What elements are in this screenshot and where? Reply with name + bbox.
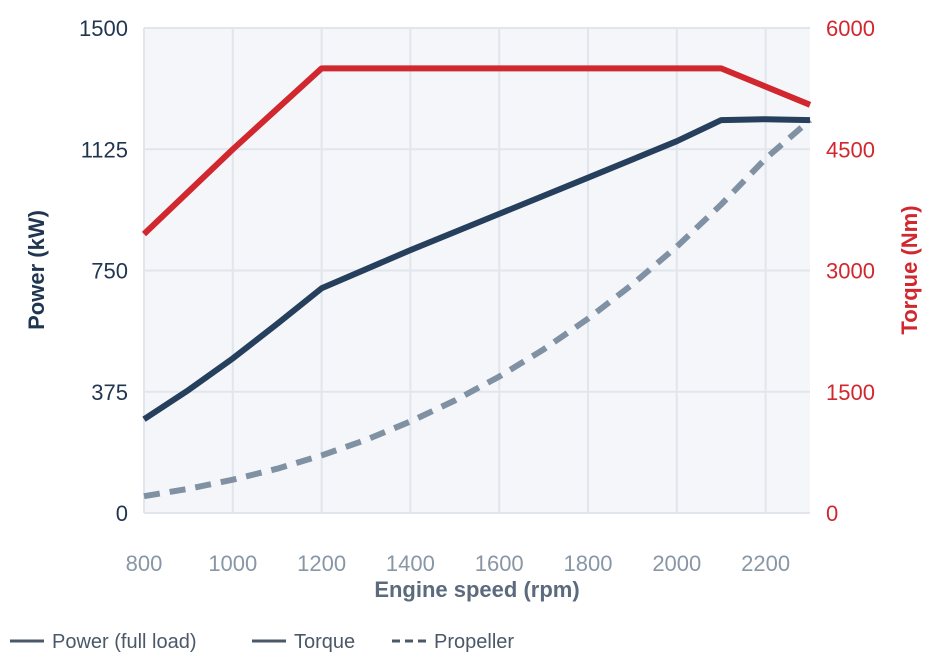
right-y-tick-label: 3000 xyxy=(826,259,875,284)
legend-label: Propeller xyxy=(434,631,514,653)
legend: Power (full load) Torque Propeller xyxy=(10,631,514,653)
left-axis-title: Power (kW) xyxy=(24,210,49,330)
right-axis-title: Torque (Nm) xyxy=(897,205,922,334)
right-y-tick-label: 0 xyxy=(826,501,838,526)
left-y-tick-label: 750 xyxy=(91,259,128,284)
legend-label: Torque xyxy=(294,631,355,653)
x-tick-label: 1200 xyxy=(297,551,346,576)
series-line-propeller xyxy=(143,117,812,500)
series-line-torque xyxy=(141,65,812,237)
right-y-tick-label: 1500 xyxy=(826,380,875,405)
right-y-tick-label: 6000 xyxy=(826,16,875,41)
x-tick-label: 2200 xyxy=(741,551,790,576)
right-y-tick-label: 4500 xyxy=(826,137,875,162)
series-line-power-full-load xyxy=(142,116,811,422)
x-tick-label: 1800 xyxy=(564,551,613,576)
x-tick-label: 1000 xyxy=(208,551,257,576)
x-tick-label: 1600 xyxy=(475,551,524,576)
tick-labels: 0 375 750 1125 1500 0 1500 3000 4500 6000 800 1000 1… xyxy=(79,16,875,576)
x-tick-label: 2000 xyxy=(652,551,701,576)
left-y-tick-label: 1500 xyxy=(79,16,128,41)
left-y-tick-label: 1125 xyxy=(81,137,128,162)
x-axis-title: Engine speed (rpm) xyxy=(374,577,579,602)
x-tick-label: 1400 xyxy=(386,551,435,576)
series-layer xyxy=(141,65,812,500)
x-tick-label: 800 xyxy=(126,551,163,576)
left-y-tick-label: 0 xyxy=(116,501,128,526)
left-y-tick-label: 375 xyxy=(91,380,128,405)
legend-label: Power (full load) xyxy=(52,631,197,653)
